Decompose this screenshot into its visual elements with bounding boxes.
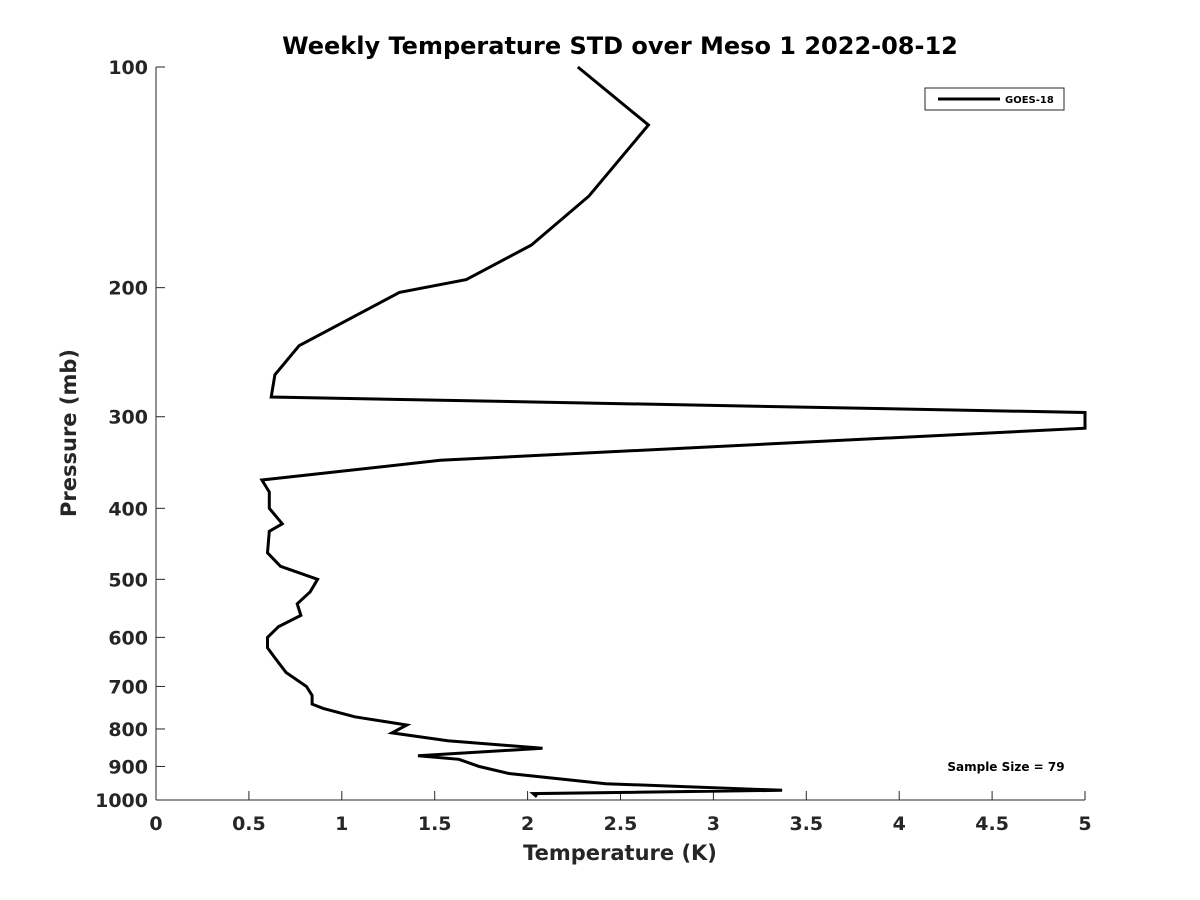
legend: GOES-18 <box>924 87 1065 111</box>
y-tick-label: 400 <box>108 498 148 520</box>
x-axis-ticks: 0 0.5 1 1.5 2 2.5 3 3.5 4 4.5 5 <box>149 791 1092 835</box>
y-tick-label: 800 <box>108 719 148 741</box>
x-tick-label: 2 <box>521 813 534 835</box>
y-tick-label: 500 <box>108 569 148 591</box>
y-axis-label: Pressure (mb) <box>57 349 81 517</box>
sample-size-annotation: Sample Size = 79 <box>947 760 1064 774</box>
x-tick-label: 5 <box>1078 813 1091 835</box>
plot-area: 0 0.5 1 1.5 2 2.5 3 3.5 4 4.5 5 100 200 300 400 500 600… <box>95 57 1092 835</box>
x-tick-label: 2.5 <box>604 813 638 835</box>
y-tick-label: 100 <box>108 57 148 79</box>
y-tick-label: 900 <box>108 756 148 778</box>
y-tick-label: 700 <box>108 676 148 698</box>
y-tick-label: 300 <box>108 407 148 429</box>
y-axis-ticks: 100 200 300 400 500 600 700 800 900 1000 <box>95 57 165 812</box>
x-tick-label: 0.5 <box>232 813 266 835</box>
series-line-goes-18 <box>259 65 1087 798</box>
x-tick-label: 1.5 <box>418 813 452 835</box>
y-tick-label: 200 <box>108 278 148 300</box>
x-tick-label: 4 <box>893 813 906 835</box>
y-tick-label: 1000 <box>95 790 148 812</box>
x-tick-label: 4.5 <box>975 813 1009 835</box>
x-axis-label: Temperature (K) <box>523 841 717 865</box>
legend-entry-goes-18: GOES-18 <box>1005 95 1054 106</box>
chart-title: Weekly Temperature STD over Meso 1 2022-… <box>282 32 958 60</box>
y-tick-label: 600 <box>108 627 148 649</box>
x-tick-label: 1 <box>335 813 348 835</box>
x-tick-label: 3 <box>707 813 720 835</box>
x-tick-label: 0 <box>149 813 162 835</box>
series-layer <box>259 65 1087 798</box>
x-tick-label: 3.5 <box>789 813 823 835</box>
